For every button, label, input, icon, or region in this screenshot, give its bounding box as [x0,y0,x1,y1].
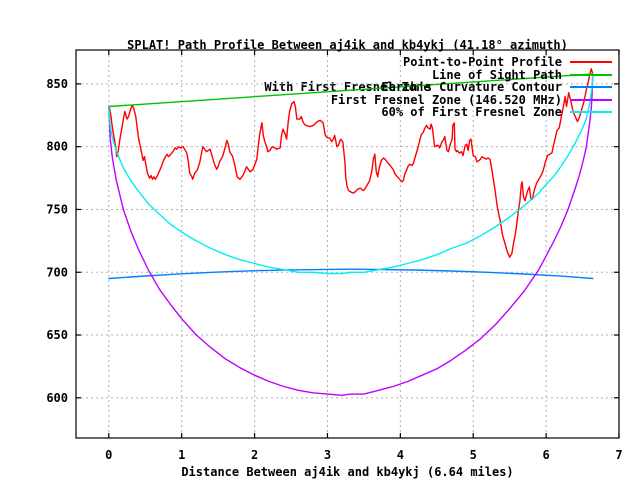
legend-item-earth-curvature: Earth’s Curvature Contour [331,80,612,95]
legend-item-profile: Point-to-Point Profile [331,55,612,70]
svg-text:650: 650 [46,328,68,342]
legend-line-earth-curvature [570,86,612,89]
legend-item-los: Line of Sight Path [331,67,612,82]
svg-text:800: 800 [46,140,68,154]
legend-label-fresnel60: 60% of First Fresnel Zone [381,105,562,120]
svg-text:850: 850 [46,77,68,91]
svg-text:6: 6 [542,448,549,462]
chart-title-line1: SPLAT! Path Profile Between aj4ik and kb… [127,38,568,52]
svg-text:1: 1 [178,448,185,462]
legend: Point-to-Point Profile Line of Sight Pat… [330,55,612,120]
legend-line-fresnel [570,98,612,101]
legend-label-profile: Point-to-Point Profile [403,55,562,70]
svg-text:3: 3 [324,448,331,462]
legend-line-fresnel60 [570,111,612,114]
legend-label-earth-curvature: Earth’s Curvature Contour [381,80,562,95]
svg-text:4: 4 [397,448,404,462]
legend-line-los [570,73,612,76]
legend-line-profile [570,61,612,64]
svg-text:5: 5 [470,448,477,462]
svg-text:7: 7 [615,448,622,462]
legend-label-los: Line of Sight Path [431,67,562,82]
svg-text:700: 700 [46,265,68,279]
svg-text:600: 600 [46,391,68,405]
legend-label-fresnel: First Fresnel Zone (146.520 MHz) [330,92,562,107]
svg-text:2: 2 [251,448,258,462]
svg-text:750: 750 [46,202,68,216]
legend-item-fresnel: First Fresnel Zone (146.520 MHz) [330,92,612,107]
svg-text:0: 0 [105,448,112,462]
legend-item-fresnel60: 60% of First Fresnel Zone [331,105,612,120]
x-axis-label: Distance Between aj4ik and kb4ykj (6.64 … [181,465,514,479]
